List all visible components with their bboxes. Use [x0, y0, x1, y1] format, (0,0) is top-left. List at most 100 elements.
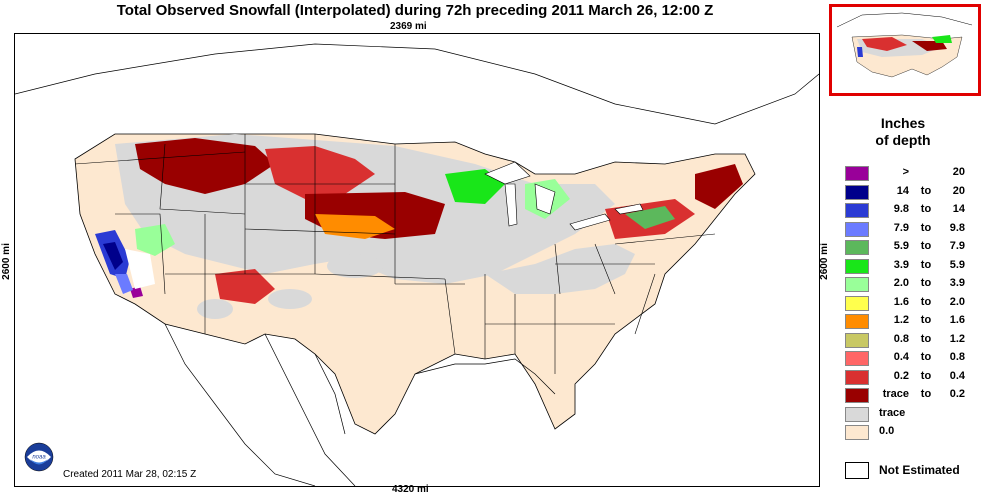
- great-lakes: [614, 203, 644, 215]
- legend-row: 1.6 to 2.0: [845, 295, 984, 313]
- mexico-outline: [164, 323, 356, 486]
- legend-swatch: [845, 221, 869, 237]
- created-timestamp: Created 2011 Mar 28, 02:15 Z: [63, 469, 197, 480]
- legend-heading-line2: of depth: [875, 132, 931, 148]
- legend-high: 14: [952, 203, 965, 215]
- legend-swatch: [845, 240, 869, 255]
- legend-to: to: [920, 277, 932, 289]
- inset-svg: [836, 12, 973, 78]
- legend-low: 1.2: [893, 314, 909, 326]
- top-distance-label: 2369 mi: [390, 21, 427, 32]
- legend-high: 9.8: [949, 221, 965, 234]
- legend-row: 14 to 20: [845, 184, 984, 202]
- legend-low: 14: [896, 184, 909, 197]
- snowfall-map[interactable]: [14, 33, 820, 487]
- legend-to: to: [920, 295, 932, 308]
- legend-swatch: [845, 184, 869, 200]
- legend-row: 0.2 to 0.4: [845, 369, 984, 387]
- legend-row: 2.0 to 3.9: [845, 276, 984, 294]
- inset-snow: [857, 47, 863, 57]
- legend-to: to: [920, 388, 932, 400]
- noaa-logo-text: noaa: [32, 455, 46, 461]
- legend-swatch: [845, 332, 869, 348]
- state-borders: [74, 134, 716, 374]
- not-estimated-swatch: [845, 462, 869, 479]
- legend-high: 1.2: [949, 332, 965, 345]
- great-lakes: [534, 183, 556, 215]
- legend-high: 2.0: [949, 295, 965, 308]
- gulf-coast: [414, 358, 556, 395]
- legend-row: 0.4 to 0.8: [845, 350, 984, 368]
- trace-region: [327, 254, 383, 278]
- great-lakes: [484, 161, 531, 185]
- legend-label: 0.0: [879, 425, 895, 437]
- legend-to: to: [920, 203, 932, 215]
- overview-inset-map[interactable]: [829, 4, 981, 96]
- great-lakes: [504, 183, 518, 227]
- legend-row: 7.9 to 9.8: [845, 221, 984, 239]
- legend-swatch: [845, 351, 869, 366]
- legend-swatch: [845, 388, 869, 403]
- snow-area-purple: [130, 286, 143, 298]
- snow-area-orange: [315, 214, 395, 239]
- map-svg: [15, 43, 819, 486]
- legend-heading: Inches of depth: [838, 115, 968, 149]
- legend-to: to: [920, 369, 932, 382]
- inset-snow: [862, 37, 907, 51]
- legend-heading-line1: Inches: [880, 115, 926, 131]
- legend-row: 3.9 to 5.9: [845, 258, 984, 276]
- legend-row: 1.2 to 1.6: [845, 313, 984, 331]
- legend-low: 0.8: [893, 332, 909, 345]
- legend-to: to: [920, 314, 932, 326]
- legend-high: 0.2: [949, 388, 965, 400]
- legend-low: 3.9: [893, 258, 909, 271]
- legend-row: trace to 0.2: [845, 387, 984, 405]
- legend-to: to: [920, 258, 932, 271]
- snow-area-green: [445, 169, 505, 204]
- canada-border: [15, 43, 819, 125]
- legend-swatch: [845, 369, 869, 385]
- legend-high: 0.4: [949, 369, 965, 382]
- snow-area-navy: [103, 242, 123, 270]
- legend-low: 7.9: [893, 221, 909, 234]
- legend-to: to: [920, 184, 932, 197]
- legend-high: 7.9: [949, 240, 965, 252]
- not-estimated-label: Not Estimated: [879, 463, 960, 477]
- legend-low: 1.6: [893, 295, 909, 308]
- legend-high: 1.6: [949, 314, 965, 326]
- legend-low: 0.2: [893, 369, 909, 382]
- legend-high: 20: [952, 184, 965, 197]
- legend-low: 5.9: [893, 240, 909, 252]
- legend-high: 20: [952, 166, 965, 178]
- great-lakes: [569, 213, 611, 231]
- snow-area-light-blue: [115, 274, 133, 294]
- snow-area-light-green: [135, 224, 175, 256]
- legend-swatch: [845, 277, 869, 292]
- legend-row: 0.0: [845, 424, 984, 442]
- snow-area-green: [625, 206, 675, 229]
- left-distance-label: 2600 mi: [0, 243, 12, 280]
- snow-area-dark-red: [135, 138, 275, 194]
- noaa-logo-icon: noaa: [24, 442, 54, 472]
- legend-row: 9.8 to 14: [845, 202, 984, 220]
- inset-snow: [932, 35, 952, 43]
- legend-high: 0.8: [949, 351, 965, 363]
- trace-region: [268, 289, 312, 309]
- legend-row: 5.9 to 7.9: [845, 239, 984, 257]
- legend-swatch: [845, 425, 869, 440]
- legend-low: 9.8: [893, 203, 909, 215]
- inset-snow: [912, 41, 947, 51]
- legend-to: to: [920, 221, 932, 234]
- trace-region: [485, 244, 635, 294]
- legend-high: 5.9: [949, 258, 965, 271]
- legend-low: 0.4: [893, 351, 909, 363]
- legend-low: trace: [882, 388, 909, 400]
- legend-to: to: [920, 240, 932, 252]
- map-title: Total Observed Snowfall (Interpolated) d…: [116, 2, 714, 19]
- legend-swatch: [845, 203, 869, 218]
- legend-swatch: [845, 406, 869, 422]
- legend-swatch: [845, 258, 869, 274]
- right-distance-label: 2600 mi: [818, 243, 830, 280]
- legend-row: 0.8 to 1.2: [845, 332, 984, 350]
- legend-high: 3.9: [949, 277, 965, 289]
